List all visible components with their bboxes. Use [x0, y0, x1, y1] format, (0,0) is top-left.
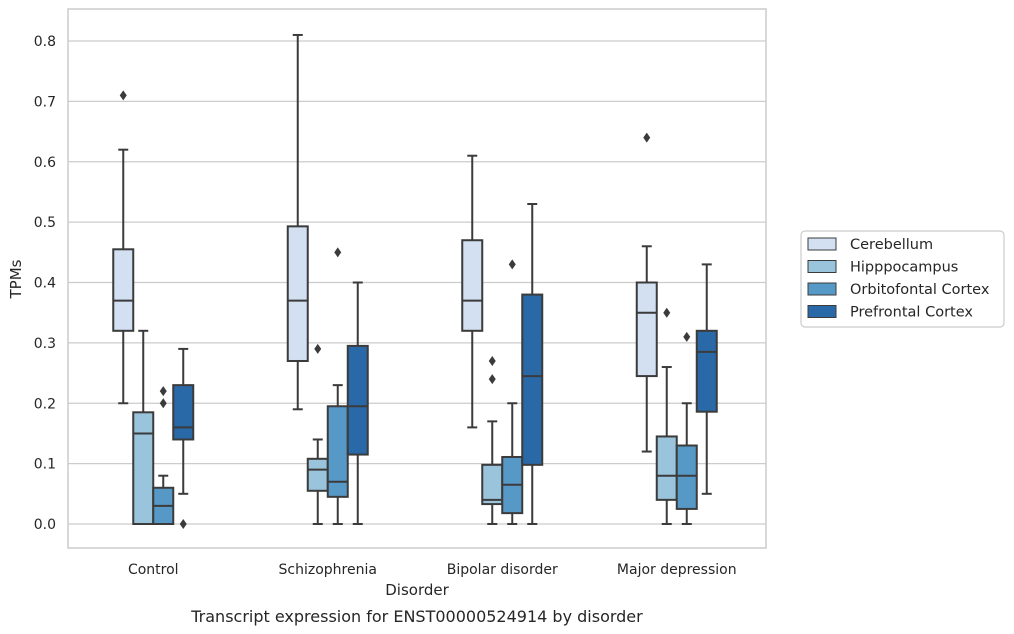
box-schizophrenia-prefrontal-cortex — [346, 281, 369, 525]
y-tick-label: 0.3 — [34, 336, 56, 352]
outlier-point — [508, 259, 516, 270]
legend-label: Hipppocampus — [850, 260, 958, 276]
box-major-depression-prefrontal-cortex — [695, 263, 718, 495]
legend-label: Cerebellum — [850, 237, 933, 253]
box-major-depression-orbitofontal-cortex — [675, 331, 698, 525]
outlier-point — [663, 307, 671, 318]
outlier-point — [488, 355, 496, 366]
box-body — [306, 457, 329, 492]
box-body — [172, 384, 195, 441]
box-body — [695, 329, 718, 413]
y-tick-label: 0.7 — [34, 94, 56, 110]
box-major-depression-hipppocampus — [655, 307, 678, 525]
box-body — [461, 239, 484, 332]
y-tick-label: 0.2 — [34, 396, 56, 412]
y-tick-label: 0.6 — [34, 155, 56, 171]
outlier-point — [643, 132, 651, 143]
y-tick-label: 0.5 — [34, 215, 56, 231]
y-tick-label: 0.1 — [34, 457, 56, 473]
box-body — [481, 463, 504, 506]
outlier-point — [314, 343, 322, 354]
box-body — [655, 435, 678, 501]
legend-swatch — [807, 305, 837, 318]
box-schizophrenia-hipppocampus — [306, 343, 329, 525]
x-tick-label: Major depression — [617, 562, 737, 578]
box-schizophrenia-orbitofontal-cortex — [326, 247, 349, 525]
legend-frame — [800, 230, 1005, 328]
box-schizophrenia-cerebellum — [286, 33, 309, 411]
box-control-cerebellum — [112, 90, 135, 405]
legend-swatch — [807, 237, 837, 251]
outlier-point — [683, 331, 691, 342]
y-ticks: 0.0 0.1 0.2 0.3 0.4 0.5 0.6 0.7 0.8 — [34, 34, 56, 533]
y-tick-label: 0.8 — [34, 34, 56, 50]
x-tick-label: Bipolar disorder — [447, 562, 558, 578]
y-tick-label: 0.0 — [34, 517, 56, 533]
outlier-point — [488, 374, 496, 385]
outlier-point — [119, 90, 127, 101]
box-control-hipppocampus — [132, 329, 155, 525]
chart-caption: Transcript expression for ENST0000052491… — [190, 607, 643, 626]
outlier-point — [159, 398, 167, 409]
box-body — [326, 405, 349, 498]
box-body — [286, 225, 309, 362]
box-body — [675, 444, 698, 510]
legend-label: Orbitofontal Cortex — [850, 282, 990, 298]
outlier-point — [334, 247, 342, 258]
legend-label: Prefrontal Cortex — [850, 305, 973, 321]
box-control-orbitofontal-cortex — [152, 386, 175, 525]
plot-frame — [67, 8, 767, 549]
legend-swatch — [807, 260, 837, 273]
x-ticks: Control Schizophrenia Bipolar disorder Majo… — [128, 562, 737, 578]
x-tick-label: Schizophrenia — [279, 562, 377, 578]
box-major-depression-cerebellum — [635, 132, 658, 453]
box-bipolar-disorder-orbitofontal-cortex — [501, 259, 524, 525]
y-axis-label: TPMs — [7, 259, 25, 299]
box-body — [346, 344, 369, 456]
x-axis-label: Disorder — [385, 581, 449, 599]
legend-swatch — [807, 282, 837, 296]
boxes — [112, 33, 718, 529]
outlier-point — [159, 386, 167, 397]
x-tick-label: Control — [128, 562, 179, 578]
box-body — [112, 248, 135, 332]
outlier-point — [179, 519, 187, 529]
box-body — [132, 411, 155, 525]
box-bipolar-disorder-hipppocampus — [481, 355, 504, 525]
box-control-prefrontal-cortex — [172, 347, 195, 529]
box-bipolar-disorder-prefrontal-cortex — [521, 203, 544, 525]
box-body — [521, 293, 544, 466]
y-tick-label: 0.4 — [34, 276, 56, 292]
box-bipolar-disorder-cerebellum — [461, 154, 484, 429]
box-body — [635, 281, 658, 378]
legend: Cerebellum Hipppocampus Orbitofontal Corte… — [800, 230, 1005, 328]
